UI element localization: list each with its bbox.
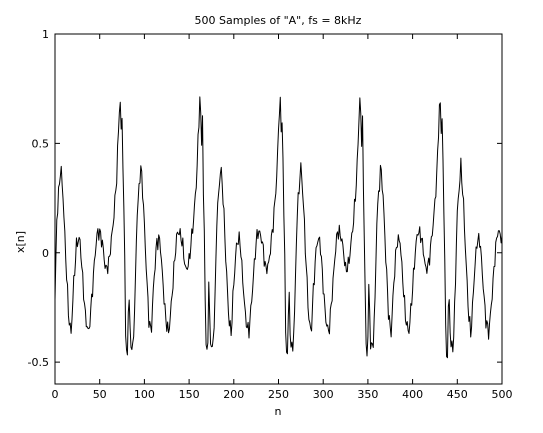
x-tick-label: 100: [134, 388, 155, 401]
chart-title: 500 Samples of "A", fs = 8kHz: [195, 14, 362, 27]
x-tick-label: 500: [492, 388, 513, 401]
x-axis: 0 50 100 150 200 250 300 350 400 450 500: [52, 34, 513, 401]
x-tick-label: 0: [52, 388, 59, 401]
signal-trace: [54, 96, 503, 359]
x-tick-label: 400: [402, 388, 423, 401]
y-tick-label: 0: [42, 247, 49, 260]
y-tick-label: 0.5: [32, 137, 50, 150]
x-axis-label: n: [275, 405, 282, 418]
x-tick-label: 150: [179, 388, 200, 401]
x-tick-label: 350: [357, 388, 378, 401]
plot-frame: [54, 33, 503, 385]
x-tick-label: 50: [93, 388, 107, 401]
x-tick-label: 450: [447, 388, 468, 401]
x-tick-label: 300: [313, 388, 334, 401]
y-tick-label: -0.5: [28, 356, 49, 369]
y-axis-label: x[n]: [14, 231, 27, 253]
x-tick-label: 250: [268, 388, 289, 401]
y-axis: -0.5 0 0.5 1: [28, 28, 502, 369]
x-tick-label: 200: [223, 388, 244, 401]
y-tick-label: 1: [42, 28, 49, 41]
